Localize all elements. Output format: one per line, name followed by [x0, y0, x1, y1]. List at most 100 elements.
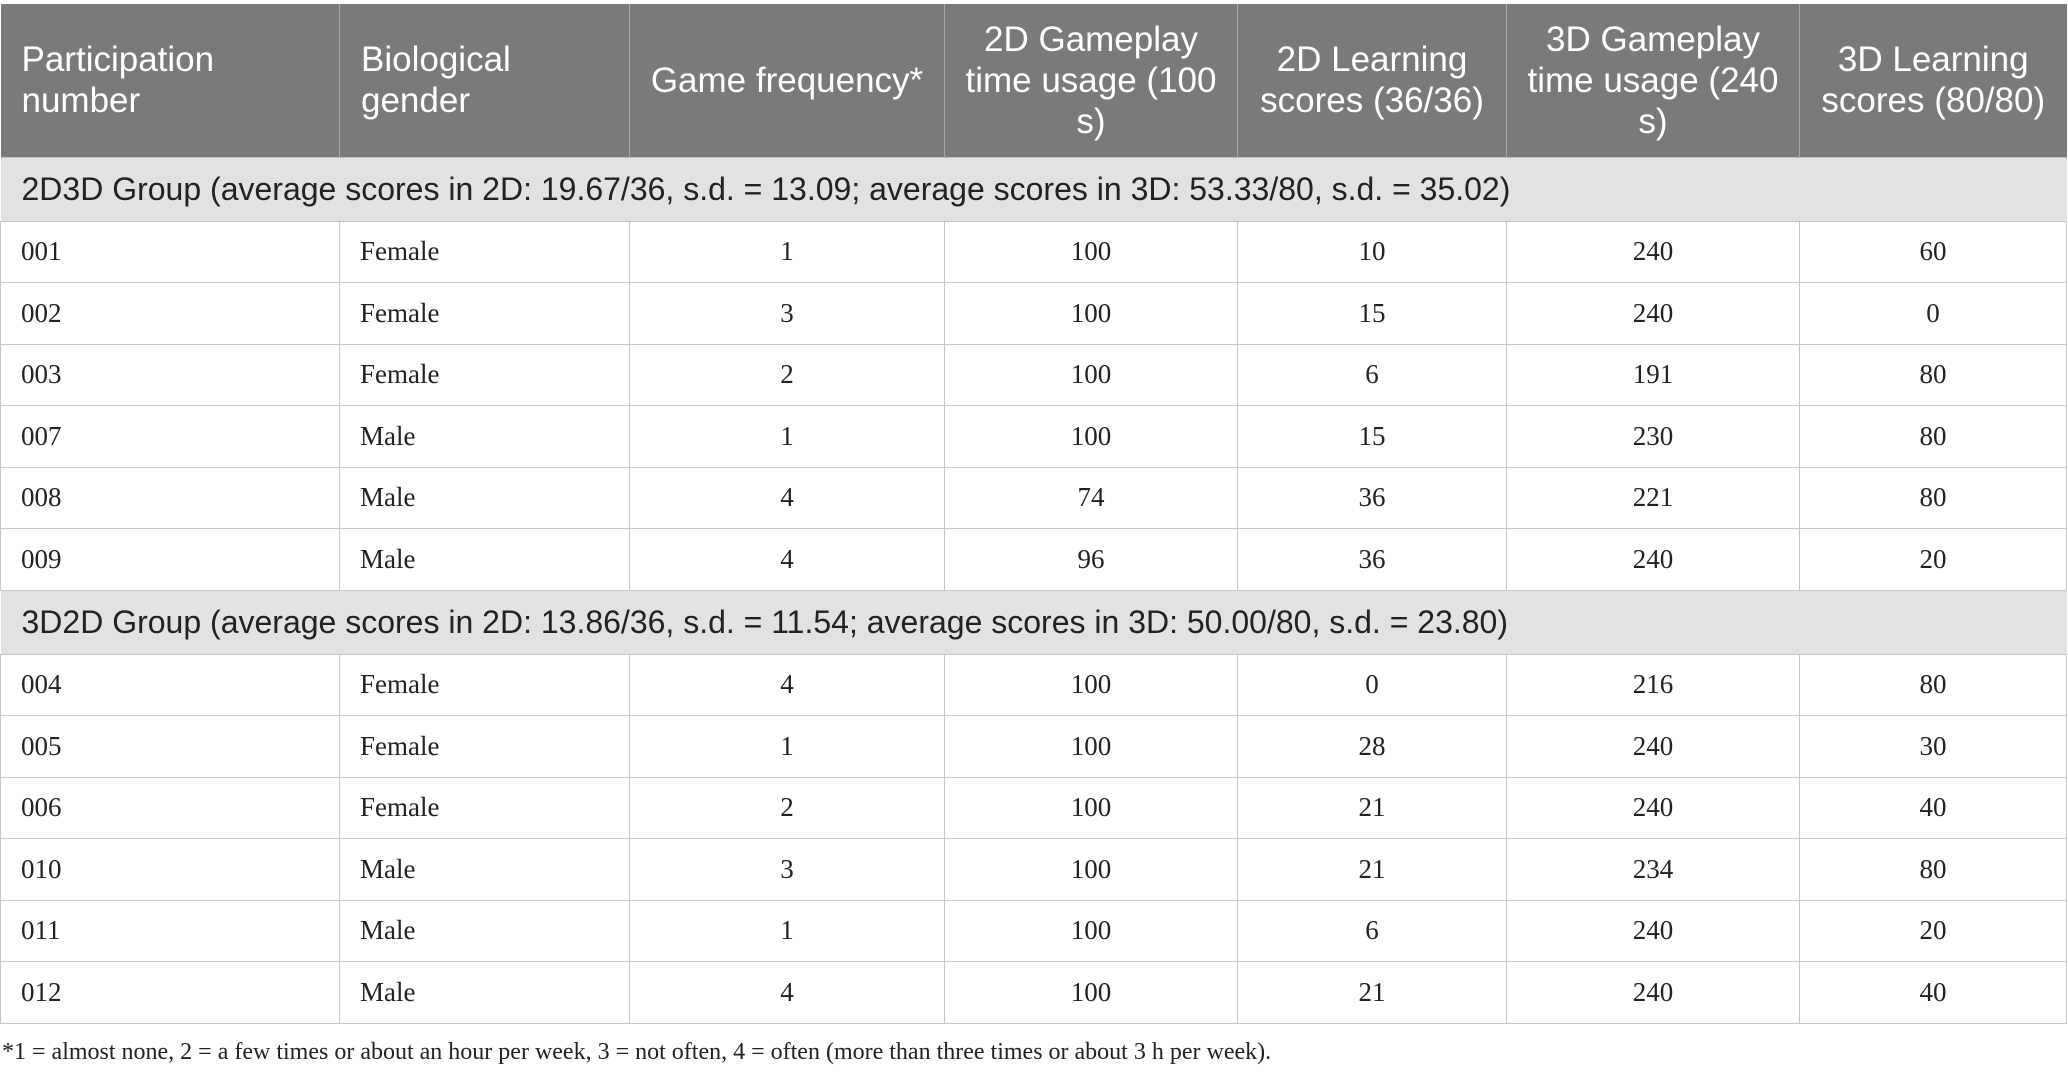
table-cell: 6: [1237, 344, 1507, 406]
header-3d-learning-scores: 3D Learning scores (80/80): [1799, 4, 2067, 157]
table-cell: 216: [1506, 654, 1800, 716]
table-cell: 6: [1237, 900, 1507, 962]
table-cell: 1: [629, 715, 945, 778]
table-row: 006 Female 2 100 21 240 40: [0, 777, 2067, 839]
table-cell: 012: [0, 961, 340, 1024]
table-row: 011 Male 1 100 6 240 20: [0, 900, 2067, 962]
table-cell: Female: [339, 654, 630, 716]
table-row: 003 Female 2 100 6 191 80: [0, 344, 2067, 406]
table-cell: 100: [944, 838, 1238, 901]
table-cell: 80: [1799, 838, 2067, 901]
group-label: 3D2D Group (average scores in 2D: 13.86/…: [0, 589, 2067, 655]
table-cell: 3: [629, 838, 945, 901]
table-cell: 10: [1237, 221, 1507, 283]
table-cell: 30: [1799, 715, 2067, 778]
table-cell: 4: [629, 961, 945, 1024]
header-biological-gender: Biological gender: [339, 4, 630, 157]
header-game-frequency: Game frequency*: [629, 4, 945, 157]
table-cell: 009: [0, 528, 340, 591]
table-cell: 28: [1237, 715, 1507, 778]
table-cell: 0: [1237, 654, 1507, 716]
table-cell: 80: [1799, 654, 2067, 716]
table-cell: 1: [629, 900, 945, 962]
table-cell: 240: [1506, 221, 1800, 283]
table-row: 002 Female 3 100 15 240 0: [0, 282, 2067, 345]
table-cell: 230: [1506, 405, 1800, 468]
table-cell: 80: [1799, 344, 2067, 406]
table-cell: 40: [1799, 777, 2067, 839]
table-cell: 100: [944, 344, 1238, 406]
table-cell: 100: [944, 654, 1238, 716]
table-cell: Male: [339, 961, 630, 1024]
table-cell: 36: [1237, 467, 1507, 529]
participants-table: Participation number Biological gender G…: [0, 4, 2067, 1024]
table-cell: 240: [1506, 777, 1800, 839]
table-cell: 007: [0, 405, 340, 468]
table-cell: 100: [944, 900, 1238, 962]
table-cell: 008: [0, 467, 340, 529]
table-footnote: *1 = almost none, 2 = a few times or abo…: [2, 1039, 1272, 1065]
table-cell: 4: [629, 528, 945, 591]
table-cell: 100: [944, 961, 1238, 1024]
table-cell: 006: [0, 777, 340, 839]
table-cell: 4: [629, 467, 945, 529]
table-cell: 191: [1506, 344, 1800, 406]
table-cell: 2: [629, 777, 945, 839]
table-cell: 100: [944, 715, 1238, 778]
table-cell: 100: [944, 221, 1238, 283]
table-cell: 011: [0, 900, 340, 962]
table-cell: 40: [1799, 961, 2067, 1024]
table-cell: Female: [339, 221, 630, 283]
table-cell: Female: [339, 344, 630, 406]
data-table-container: Participation number Biological gender G…: [0, 4, 2067, 1024]
table-row: 007 Male 1 100 15 230 80: [0, 405, 2067, 468]
table-cell: 001: [0, 221, 340, 283]
table-cell: 002: [0, 282, 340, 345]
header-participation-number: Participation number: [0, 4, 340, 157]
table-cell: 004: [0, 654, 340, 716]
header-3d-gameplay-time: 3D Gameplay time usage (240 s): [1506, 4, 1800, 157]
table-row: 010 Male 3 100 21 234 80: [0, 838, 2067, 901]
group-row: 2D3D Group (average scores in 2D: 19.67/…: [0, 156, 2067, 222]
table-cell: 240: [1506, 715, 1800, 778]
table-row: 004 Female 4 100 0 216 80: [0, 654, 2067, 716]
table-cell: 20: [1799, 900, 2067, 962]
table-cell: Male: [339, 405, 630, 468]
group-row: 3D2D Group (average scores in 2D: 13.86/…: [0, 589, 2067, 655]
table-cell: 240: [1506, 900, 1800, 962]
table-cell: 60: [1799, 221, 2067, 283]
table-cell: 003: [0, 344, 340, 406]
table-cell: Female: [339, 715, 630, 778]
table-cell: Male: [339, 900, 630, 962]
table-cell: 80: [1799, 467, 2067, 529]
header-2d-gameplay-time: 2D Gameplay time usage (100 s): [944, 4, 1238, 157]
table-cell: 2: [629, 344, 945, 406]
table-cell: 36: [1237, 528, 1507, 591]
table-row: 008 Male 4 74 36 221 80: [0, 467, 2067, 529]
table-cell: 010: [0, 838, 340, 901]
table-cell: Female: [339, 777, 630, 839]
table-cell: 100: [944, 405, 1238, 468]
table-cell: 15: [1237, 405, 1507, 468]
table-cell: 005: [0, 715, 340, 778]
table-cell: 20: [1799, 528, 2067, 591]
table-row: 005 Female 1 100 28 240 30: [0, 715, 2067, 778]
table-cell: 0: [1799, 282, 2067, 345]
table-cell: 240: [1506, 961, 1800, 1024]
table-cell: Male: [339, 467, 630, 529]
table-cell: Male: [339, 838, 630, 901]
table-cell: 240: [1506, 282, 1800, 345]
table-row: 001 Female 1 100 10 240 60: [0, 221, 2067, 283]
table-cell: 21: [1237, 961, 1507, 1024]
table-body: 2D3D Group (average scores in 2D: 19.67/…: [0, 156, 2067, 1024]
table-cell: Male: [339, 528, 630, 591]
table-cell: 74: [944, 467, 1238, 529]
table-cell: 96: [944, 528, 1238, 591]
table-cell: Female: [339, 282, 630, 345]
table-cell: 1: [629, 221, 945, 283]
header-row: Participation number Biological gender G…: [0, 4, 2067, 157]
table-cell: 21: [1237, 777, 1507, 839]
table-cell: 240: [1506, 528, 1800, 591]
table-cell: 15: [1237, 282, 1507, 345]
header-2d-learning-scores: 2D Learning scores (36/36): [1237, 4, 1507, 157]
